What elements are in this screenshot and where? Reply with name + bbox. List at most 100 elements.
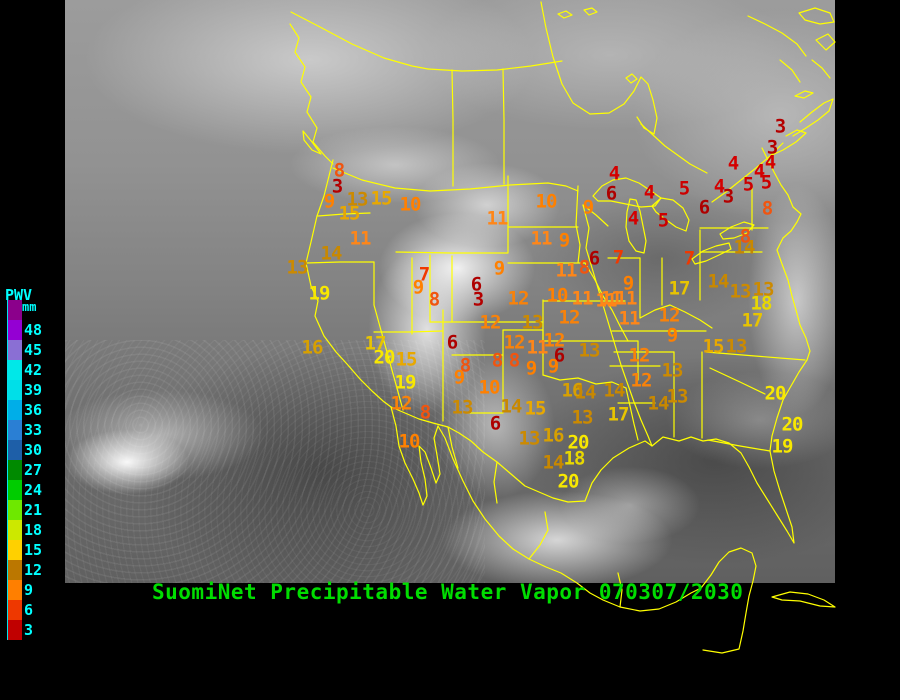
station-pwv-value: 9 — [323, 190, 335, 213]
station-pwv-value: 5 — [742, 173, 754, 196]
mn-wi-border — [582, 204, 609, 227]
mexico-west-coast — [437, 425, 702, 612]
colorbar-block — [7, 560, 22, 580]
satellite-imagery — [65, 0, 835, 583]
station-pwv-value: 9 — [666, 324, 678, 347]
station-pwv-value: 4 — [764, 151, 776, 174]
missouri-river — [584, 262, 629, 342]
lake-erie — [691, 242, 732, 265]
station-pwv-value: 20 — [373, 346, 396, 369]
station-pwv-value: 20 — [781, 413, 804, 436]
colorbar-label: 27 — [24, 461, 43, 479]
station-pwv-value: 4 — [627, 207, 639, 230]
colorbar-block — [7, 540, 22, 560]
colorbar-block — [7, 580, 22, 600]
station-pwv-value: 3 — [766, 136, 778, 159]
station-pwv-value: 14 — [542, 451, 565, 474]
st-lawrence-river — [711, 142, 784, 203]
colorbar-label: 6 — [24, 601, 34, 619]
station-pwv-value: 16 — [542, 424, 565, 447]
station-pwv-value: 7 — [418, 263, 430, 286]
station-pwv-value: 10 — [478, 376, 501, 399]
va-nc-border — [705, 351, 806, 361]
colorbar-block — [7, 520, 22, 540]
cuba-outline — [771, 591, 836, 608]
station-pwv-value: 7 — [683, 247, 695, 270]
station-pwv-value: 19 — [771, 435, 794, 458]
station-pwv-value: 14 — [574, 381, 597, 404]
yucatan-coast — [700, 547, 757, 654]
station-pwv-value: 11 — [555, 259, 578, 282]
station-pwv-value: 6 — [489, 412, 501, 435]
st-lawrence-north-shore — [747, 15, 807, 57]
station-pwv-value: 12 — [507, 287, 530, 310]
station-pwv-value: 19 — [308, 282, 331, 305]
gaspe-peninsula — [769, 129, 807, 157]
station-pwv-value: 13 — [521, 311, 544, 334]
colorbar-title: PWV — [5, 286, 33, 304]
station-pwv-value: 4 — [643, 181, 655, 204]
station-pwv-value: 8 — [491, 349, 503, 372]
station-pwv-value: 6 — [605, 182, 617, 205]
station-pwv-value: 17 — [607, 403, 630, 426]
station-pwv-value: 6 — [553, 344, 565, 367]
station-pwv-value: 9 — [493, 257, 505, 280]
colorbar-label: 48 — [24, 321, 43, 339]
station-pwv-value: 12 — [503, 331, 526, 354]
station-pwv-value: 11 — [615, 287, 638, 310]
ohio-river — [639, 304, 713, 329]
station-pwv-value: 11 — [486, 207, 509, 230]
colorbar-block — [7, 400, 22, 420]
station-pwv-value: 13 — [571, 406, 594, 429]
colorbar-block — [7, 620, 22, 640]
vancouver-island — [302, 130, 322, 155]
station-pwv-value: 12 — [658, 304, 681, 327]
station-pwv-value: 4 — [727, 152, 739, 175]
station-pwv-value: 8 — [428, 288, 440, 311]
colorbar-label: 39 — [24, 381, 43, 399]
station-pwv-value: 5 — [678, 177, 690, 200]
station-pwv-value: 11 — [526, 336, 549, 359]
station-pwv-value: 13 — [666, 385, 689, 408]
station-pwv-value: 9 — [525, 357, 537, 380]
station-pwv-value: 13 — [518, 427, 541, 450]
station-pwv-value: 11 — [530, 227, 553, 250]
station-pwv-value: 15 — [338, 202, 361, 225]
colorbar-block — [7, 500, 22, 520]
station-pwv-value: 13 — [451, 396, 474, 419]
station-pwv-value: 5 — [657, 209, 669, 232]
colorbar-block — [7, 380, 22, 400]
colorbar-label: 42 — [24, 361, 43, 379]
hudson-james-bay — [540, 1, 658, 135]
us-mexico-border — [390, 406, 586, 503]
ga-fl-border — [707, 439, 771, 452]
station-pwv-value: 14 — [707, 270, 730, 293]
station-pwv-value: 8 — [508, 349, 520, 372]
colorbar-label: 9 — [24, 581, 34, 599]
station-pwv-value: 9 — [622, 272, 634, 295]
alberta-sask-border — [451, 69, 454, 187]
or-ca-border — [305, 261, 375, 264]
station-pwv-value: 3 — [331, 175, 343, 198]
station-pwv-value: 12 — [630, 369, 653, 392]
station-pwv-value: 20 — [557, 470, 580, 493]
station-pwv-value: 9 — [412, 276, 424, 299]
nova-scotia — [792, 98, 834, 137]
station-pwv-value: 8 — [333, 159, 345, 182]
station-pwv-value: 3 — [472, 288, 484, 311]
station-pwv-value: 20 — [567, 431, 590, 454]
colorbar-label: 24 — [24, 481, 43, 499]
mexico-state-lines — [447, 426, 623, 608]
station-pwv-value: 12 — [390, 392, 413, 415]
hudson-islands — [557, 7, 598, 19]
james-bay-island — [625, 73, 638, 84]
newfoundland-fragment — [815, 33, 836, 51]
colorbar-block — [7, 460, 22, 480]
colorbar-block — [7, 360, 22, 380]
station-pwv-value: 14 — [733, 236, 756, 259]
station-pwv-value: 13 — [752, 278, 775, 301]
station-pwv-value: 15 — [524, 397, 547, 420]
colorbar-label: 18 — [24, 521, 43, 539]
station-pwv-value: 8 — [761, 197, 773, 220]
